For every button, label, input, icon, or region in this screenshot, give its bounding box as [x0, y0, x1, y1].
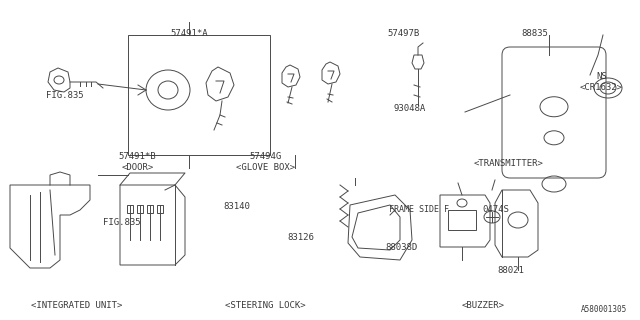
Text: FIG.835: FIG.835 [46, 92, 84, 100]
Text: NS: NS [596, 72, 607, 81]
Text: <TRANSMITTER>: <TRANSMITTER> [474, 159, 544, 168]
Text: 57491*A: 57491*A [170, 29, 207, 38]
Text: 57491*B: 57491*B [119, 152, 156, 161]
Text: FRAME SIDE F: FRAME SIDE F [389, 205, 449, 214]
Text: 88021: 88021 [497, 266, 524, 275]
Text: 83140: 83140 [223, 202, 250, 211]
Text: <STEERING LOCK>: <STEERING LOCK> [225, 301, 306, 310]
Text: 0474S: 0474S [483, 205, 509, 214]
Text: <CR1632>: <CR1632> [580, 83, 623, 92]
Text: <BUZZER>: <BUZZER> [461, 301, 505, 310]
Text: FIG.835: FIG.835 [103, 218, 140, 227]
Text: 88835: 88835 [521, 29, 548, 38]
Bar [147, 205, 153, 213]
Bar [157, 205, 163, 213]
Text: <DOOR>: <DOOR> [122, 163, 154, 172]
Text: <GLOVE BOX>: <GLOVE BOX> [236, 163, 295, 172]
Bar [448, 210, 476, 230]
Text: 57497B: 57497B [387, 29, 419, 38]
Text: <INTEGRATED UNIT>: <INTEGRATED UNIT> [31, 301, 122, 310]
Text: 88038D: 88038D [386, 243, 418, 252]
Bar [127, 205, 133, 213]
Text: 93048A: 93048A [394, 104, 426, 113]
Bar [137, 205, 143, 213]
Text: 57494G: 57494G [250, 152, 282, 161]
Text: 83126: 83126 [287, 233, 314, 242]
Text: A580001305: A580001305 [581, 305, 627, 314]
Bar [128, 35, 270, 155]
